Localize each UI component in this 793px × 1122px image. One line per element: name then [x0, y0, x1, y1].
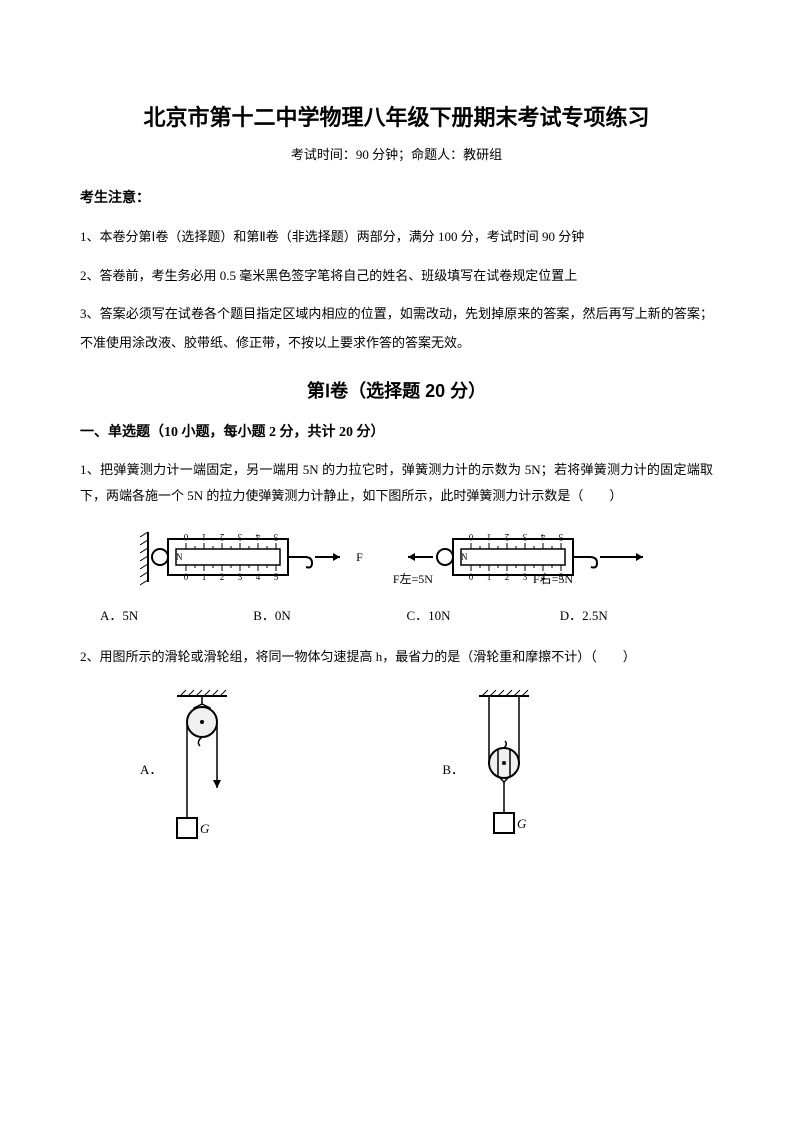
svg-text:1: 1	[487, 532, 492, 542]
svg-text:5: 5	[558, 532, 563, 542]
movable-pulley-icon: G	[474, 688, 544, 848]
svg-text:N: N	[176, 552, 183, 562]
section-1-title: 第Ⅰ卷（选择题 20 分）	[80, 377, 713, 403]
fixed-pulley-icon: G	[172, 688, 242, 848]
svg-text:1: 1	[202, 572, 207, 582]
force-f-label: F	[356, 550, 363, 565]
svg-text:N: N	[461, 552, 468, 562]
force-right-label: F右=5N	[533, 570, 573, 587]
svg-text:3: 3	[238, 572, 243, 582]
svg-text:3: 3	[237, 532, 242, 542]
spring-scale-fixed-icon: 0 1 2 3 4 5 0 1 2 3 4 5 N	[140, 527, 350, 587]
svg-text:2: 2	[505, 532, 510, 542]
svg-text:G: G	[517, 816, 527, 831]
svg-text:1: 1	[202, 532, 207, 542]
svg-text:2: 2	[220, 532, 225, 542]
pulley-option-b: B． G	[442, 688, 544, 848]
spring-scale-right-group: 0 1 2 3 4 5 0 1 2 3 4 5 N F左=5N F右=5N	[403, 527, 653, 587]
subsection-1-title: 一、单选题（10 小题，每小题 2 分，共计 20 分）	[80, 421, 713, 441]
notice-item-2: 2、答卷前，考生务必用 0.5 毫米黑色签字笔将自己的姓名、班级填写在试卷规定位…	[80, 262, 713, 291]
svg-text:0: 0	[184, 572, 189, 582]
svg-text:5: 5	[274, 572, 279, 582]
q1-option-b: B．0N	[253, 605, 406, 624]
svg-text:4: 4	[256, 572, 261, 582]
pulley-option-a: A． G	[140, 688, 242, 848]
svg-text:5: 5	[273, 532, 278, 542]
question-2-text: 2、用图所示的滑轮或滑轮组，将同一物体匀速提高 h，最省力的是（滑轮重和摩擦不计…	[80, 644, 713, 670]
question-1-figure: 0 1 2 3 4 5 0 1 2 3 4 5 N F	[80, 527, 713, 587]
svg-text:2: 2	[220, 572, 225, 582]
q2-label-b: B．	[442, 759, 464, 778]
q2-label-a: A．	[140, 759, 162, 778]
notice-header: 考生注意：	[80, 187, 713, 207]
q1-option-c: C．10N	[407, 605, 560, 624]
exam-title: 北京市第十二中学物理八年级下册期末考试专项练习	[80, 100, 713, 132]
spring-scale-left-group: 0 1 2 3 4 5 0 1 2 3 4 5 N F	[140, 527, 363, 587]
notice-item-1: 1、本卷分第Ⅰ卷（选择题）和第Ⅱ卷（非选择题）两部分，满分 100 分，考试时间…	[80, 223, 713, 252]
svg-text:4: 4	[540, 532, 545, 542]
svg-text:0: 0	[183, 532, 188, 542]
exam-subtitle: 考试时间：90 分钟；命题人：教研组	[80, 144, 713, 163]
question-1-options: A．5N B．0N C．10N D．2.5N	[100, 605, 713, 624]
q1-option-d: D．2.5N	[560, 605, 713, 624]
svg-text:0: 0	[468, 532, 473, 542]
notice-item-3: 3、答案必须写在试卷各个题目指定区域内相应的位置，如需改动，先划掉原来的答案，然…	[80, 300, 713, 357]
force-left-label: F左=5N	[393, 570, 433, 587]
svg-text:4: 4	[255, 532, 260, 542]
question-2-figure: A． G	[140, 688, 713, 848]
svg-text:G: G	[200, 821, 210, 836]
svg-text:3: 3	[522, 532, 527, 542]
q1-option-a: A．5N	[100, 605, 253, 624]
question-1-text: 1、把弹簧测力计一端固定，另一端用 5N 的力拉它时，弹簧测力计的示数为 5N；…	[80, 457, 713, 509]
